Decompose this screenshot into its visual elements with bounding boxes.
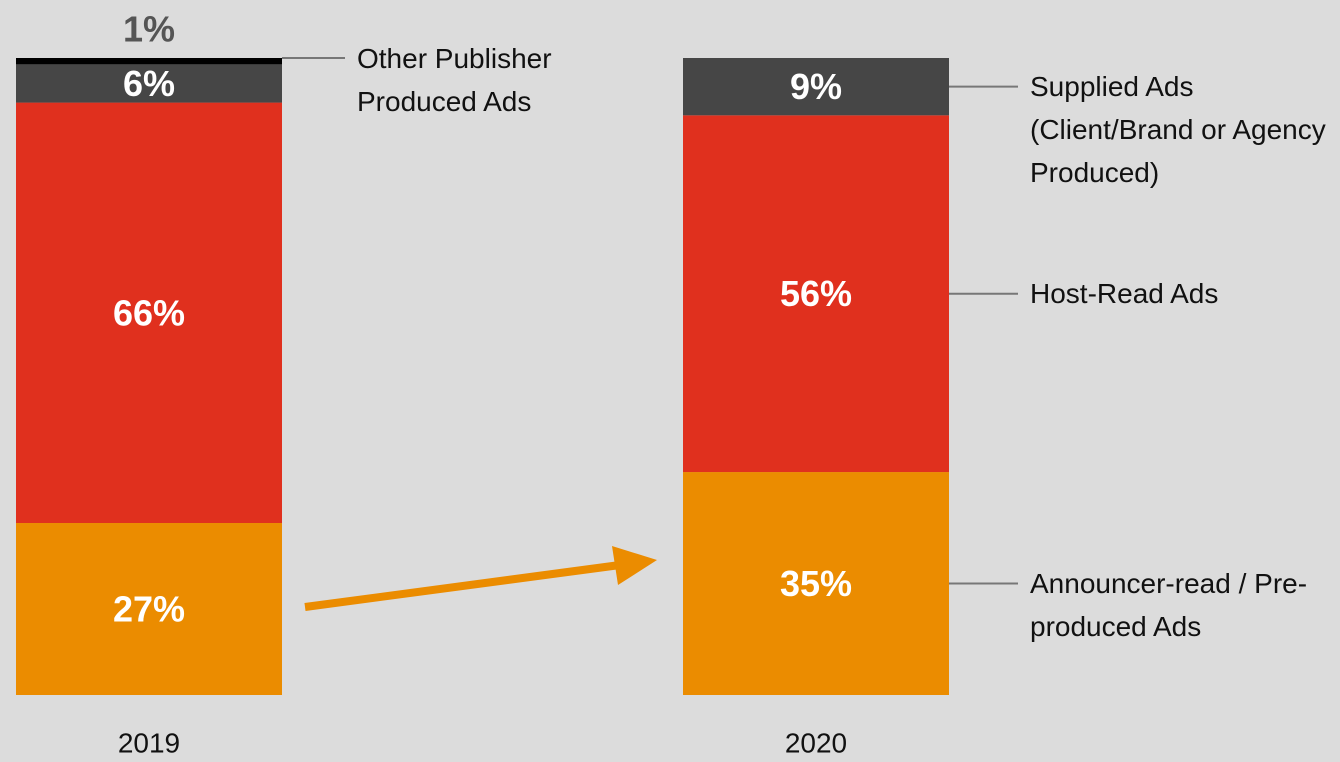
data-label: 66% xyxy=(113,292,185,333)
bar-segment xyxy=(16,58,282,65)
data-label: 6% xyxy=(123,63,175,104)
legend-label: Announcer-read / Pre-produced Ads xyxy=(1030,568,1308,643)
legend-label: Other Publisher Produced Ads xyxy=(357,42,552,117)
bar-segment xyxy=(683,58,949,116)
x-tick-label: 2019 xyxy=(118,727,180,758)
bar-segment xyxy=(16,102,282,524)
bar-segment xyxy=(16,523,282,695)
data-label: 35% xyxy=(780,563,852,604)
data-label: 9% xyxy=(790,66,842,107)
arrow-head xyxy=(612,546,657,585)
x-tick-label: 2020 xyxy=(785,727,847,758)
data-label: 1% xyxy=(123,9,175,50)
trend-arrow xyxy=(304,561,621,611)
bar-segment xyxy=(16,64,282,103)
data-label: 27% xyxy=(113,589,185,630)
bar-segment xyxy=(683,115,949,473)
data-label: 56% xyxy=(780,273,852,314)
bar-segment xyxy=(683,472,949,695)
legend-label: Supplied Ads (Client/Brand or Agency Pro… xyxy=(1030,71,1326,189)
legend-label: Host-Read Ads xyxy=(1030,278,1219,310)
